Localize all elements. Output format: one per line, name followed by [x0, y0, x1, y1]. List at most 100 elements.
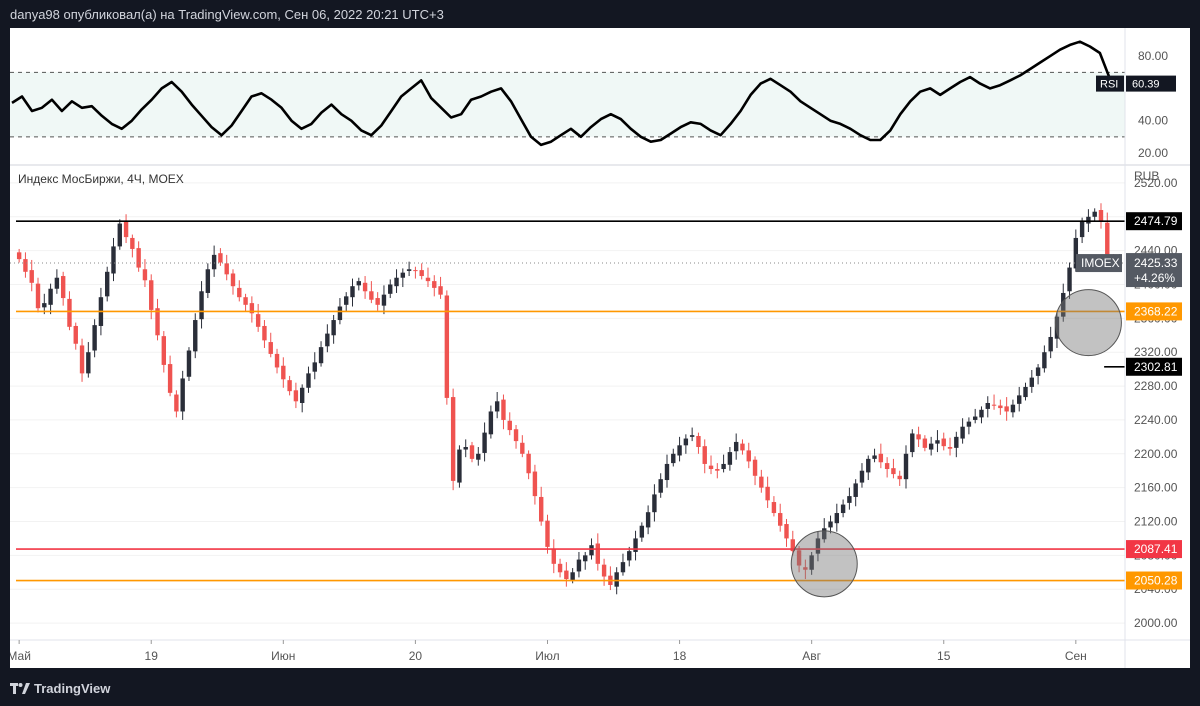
candle-body — [432, 281, 437, 288]
candle-body — [778, 513, 783, 526]
candle-body — [42, 303, 47, 308]
candle-body — [218, 253, 223, 263]
candle-body — [903, 453, 909, 480]
rsi-name-label: RSI — [1100, 79, 1118, 91]
candle — [746, 442, 751, 469]
candle-body — [564, 570, 569, 580]
candle-body — [715, 469, 720, 471]
time-tick-label: Авг — [802, 649, 821, 663]
time-tick-label: 20 — [409, 649, 423, 663]
candle-body — [740, 443, 745, 451]
level-tag — [1126, 212, 1182, 231]
symbol-tag — [1076, 254, 1122, 273]
candle-body — [689, 435, 695, 437]
candle-body — [538, 496, 544, 522]
candle-body — [249, 303, 255, 314]
candle-body — [111, 246, 116, 274]
candle — [1092, 208, 1097, 222]
candle-body — [526, 453, 531, 474]
tradingview-brand[interactable]: TradingView — [34, 681, 111, 696]
candle — [501, 394, 506, 430]
rsi-tick-label: 80.00 — [1138, 49, 1168, 63]
candle-body — [174, 394, 179, 412]
price-tick-label: 2160.00 — [1134, 481, 1178, 495]
candle-body — [293, 390, 299, 402]
candle-body — [576, 559, 582, 572]
rsi-pane[interactable]: 80.00 40.00 20.00 RSI 60.39 — [10, 40, 1176, 160]
candle-body — [193, 320, 198, 352]
candle-body — [910, 433, 915, 453]
candle — [652, 484, 657, 522]
candle — [1042, 345, 1047, 373]
candle-body — [1061, 292, 1066, 317]
candle-body — [796, 550, 802, 566]
chart-canvas[interactable]: 80.00 40.00 20.00 RSI 60.39 Индекс МосБиржи,… — [7, 28, 1190, 668]
candle — [60, 271, 66, 306]
candle — [1098, 203, 1104, 229]
candle — [369, 281, 374, 304]
candle-body — [16, 252, 22, 260]
candle-body — [828, 521, 833, 528]
candle-body — [847, 496, 852, 503]
candle — [834, 503, 840, 532]
candle-body — [444, 295, 450, 398]
candle — [954, 431, 959, 458]
candle — [54, 269, 60, 294]
candle-body — [708, 465, 714, 470]
candle-body — [155, 308, 160, 336]
candle — [759, 469, 764, 493]
rsi-value-label: 60.39 — [1132, 79, 1160, 91]
price-pane[interactable]: Индекс МосБиржи, 4Ч, MOEX — [10, 172, 1125, 624]
candle — [859, 463, 865, 488]
candle-body — [224, 263, 229, 275]
candle-body — [482, 432, 487, 453]
candle-body — [1079, 221, 1085, 238]
candle-body — [520, 442, 525, 454]
candle — [35, 277, 41, 313]
chart-title: Индекс МосБиржи, 4Ч, MOEX — [18, 172, 184, 186]
candle-body — [595, 543, 601, 564]
candle — [972, 408, 978, 424]
candle-body — [1048, 336, 1053, 352]
candle — [1023, 382, 1028, 401]
candle — [375, 292, 380, 311]
candle — [312, 352, 317, 380]
candle-body — [67, 298, 72, 327]
candle-body — [79, 345, 85, 374]
candle — [998, 399, 1003, 415]
candle-body — [853, 483, 858, 497]
candle — [1067, 262, 1072, 299]
candle-body — [960, 426, 965, 439]
candle — [394, 269, 399, 293]
tradingview-logo-icon[interactable] — [10, 681, 30, 697]
candle-body — [237, 287, 242, 298]
publisher-byline: danya98 опубликовал(а) на TradingView.co… — [10, 7, 444, 22]
candle — [193, 313, 198, 359]
candle — [325, 324, 330, 353]
candle — [771, 496, 777, 517]
candle — [1061, 283, 1066, 322]
candle — [262, 320, 267, 348]
candle — [815, 531, 821, 562]
chart-frame[interactable]: 80.00 40.00 20.00 RSI 60.39 Индекс МосБиржи,… — [7, 28, 1190, 668]
candle — [564, 562, 569, 587]
time-tick-label: 19 — [145, 649, 159, 663]
candle — [287, 375, 292, 396]
candle — [469, 441, 475, 463]
candle — [840, 499, 846, 518]
candle — [809, 551, 814, 575]
candle — [708, 455, 714, 475]
candle — [450, 388, 456, 491]
candle-body — [149, 280, 154, 310]
level-label: 2368.22 — [1134, 304, 1178, 318]
candle-body — [1073, 237, 1079, 269]
candle — [752, 456, 758, 486]
highlight-circle — [790, 530, 858, 598]
candle — [1029, 369, 1034, 393]
price-labels: 2474.79 2368.22 2302.81 2087.41 2050.28 IMOEX… — [1076, 212, 1182, 590]
candle-body — [985, 403, 990, 409]
candle — [318, 341, 324, 367]
candle-body — [633, 538, 638, 552]
candle — [715, 463, 720, 479]
candle — [123, 214, 129, 244]
